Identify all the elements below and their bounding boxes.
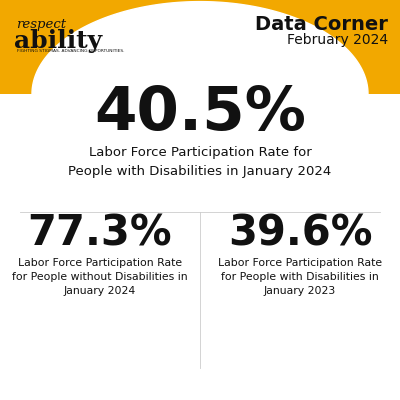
- Text: Labor Force Participation Rate
for People with Disabilities in
January 2023: Labor Force Participation Rate for Peopl…: [218, 258, 382, 296]
- Text: Data Corner: Data Corner: [255, 15, 388, 34]
- Text: FIGHTING STIGMAS. ADVANCING OPPORTUNITIES.: FIGHTING STIGMAS. ADVANCING OPPORTUNITIE…: [17, 49, 124, 53]
- Text: ability: ability: [14, 29, 102, 53]
- Polygon shape: [32, 2, 368, 94]
- Text: February 2024: February 2024: [287, 33, 388, 47]
- Text: Labor Force Participation Rate for
People with Disabilities in January 2024: Labor Force Participation Rate for Peopl…: [68, 146, 332, 178]
- Text: 39.6%: 39.6%: [228, 212, 372, 254]
- Bar: [0, 94, 400, 400]
- Text: respect: respect: [16, 18, 66, 31]
- Text: 40.5%: 40.5%: [94, 84, 306, 143]
- Text: 77.3%: 77.3%: [28, 212, 172, 254]
- Text: Labor Force Participation Rate
for People without Disabilities in
January 2024: Labor Force Participation Rate for Peopl…: [12, 258, 188, 296]
- Bar: [0, 0, 400, 94]
